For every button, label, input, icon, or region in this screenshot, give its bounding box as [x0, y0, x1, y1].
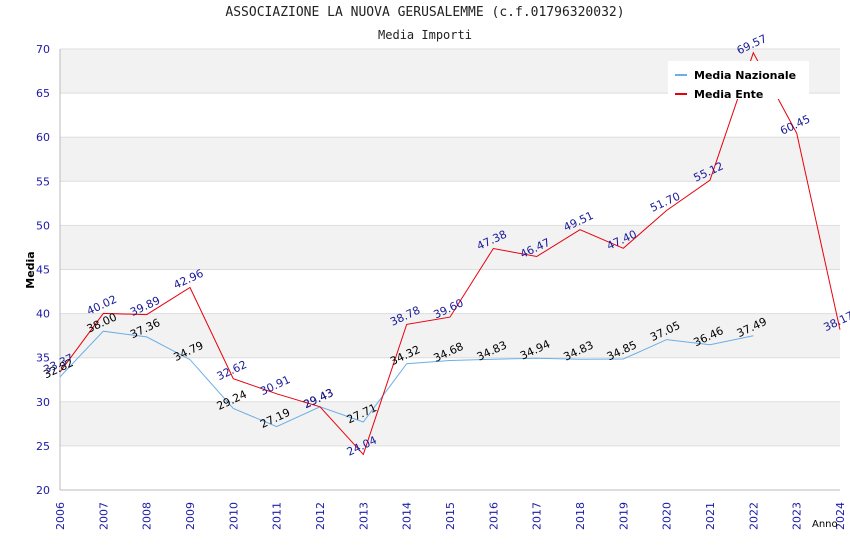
x-tick-label: 2015 — [444, 502, 457, 530]
data-label-ente: 60.45 — [778, 113, 812, 138]
x-tick-label: 2019 — [617, 502, 630, 530]
legend-label: Media Ente — [694, 88, 763, 101]
grid-band — [60, 225, 840, 270]
x-tick-label: 2012 — [314, 502, 327, 530]
grid-band — [60, 401, 840, 446]
x-tick-label: 2008 — [141, 502, 154, 530]
x-tick-label: 2017 — [531, 502, 544, 530]
data-label-ente: 32.62 — [215, 358, 249, 383]
y-tick-label: 25 — [36, 440, 50, 453]
x-tick-label: 2018 — [574, 502, 587, 530]
x-tick-label: 2013 — [357, 502, 370, 530]
x-tick-label: 2014 — [401, 502, 414, 530]
chart-title: ASSOCIAZIONE LA NUOVA GERUSALEMME (c.f.0… — [225, 5, 625, 20]
grid-band — [60, 137, 840, 182]
x-tick-label: 2016 — [487, 502, 500, 530]
x-axis-label: Anno — [812, 519, 838, 530]
y-tick-label: 65 — [36, 87, 50, 100]
x-tick-label: 2006 — [54, 502, 67, 530]
x-tick-label: 2020 — [661, 502, 674, 530]
y-tick-label: 40 — [36, 308, 50, 321]
data-label-ente: 30.91 — [258, 373, 292, 398]
y-tick-label: 70 — [36, 43, 50, 56]
x-tick-label: 2011 — [271, 502, 284, 530]
x-tick-label: 2022 — [747, 502, 760, 530]
x-tick-label: 2007 — [97, 502, 110, 530]
y-tick-label: 50 — [36, 219, 50, 232]
data-label-ente: 51.70 — [648, 190, 682, 215]
y-tick-label: 55 — [36, 175, 50, 188]
legend-label: Media Nazionale — [694, 69, 796, 82]
y-axis-label: Media — [24, 251, 37, 288]
y-tick-label: 45 — [36, 264, 50, 277]
x-tick-label: 2021 — [704, 502, 717, 530]
y-tick-label: 60 — [36, 131, 50, 144]
series-line-nazionale — [59, 330, 754, 428]
x-tick-label: 2023 — [791, 502, 804, 530]
x-tick-label: 2009 — [184, 502, 197, 530]
x-tick-label: 2024 — [834, 502, 847, 530]
grid-band — [60, 313, 840, 358]
x-tick-label: 2010 — [227, 502, 240, 530]
y-tick-label: 35 — [36, 352, 50, 365]
y-tick-label: 30 — [36, 396, 50, 409]
chart-subtitle: Media Importi — [378, 28, 472, 42]
y-tick-label: 20 — [36, 484, 50, 497]
legend-box — [668, 61, 809, 99]
series-line-ente — [59, 51, 841, 456]
